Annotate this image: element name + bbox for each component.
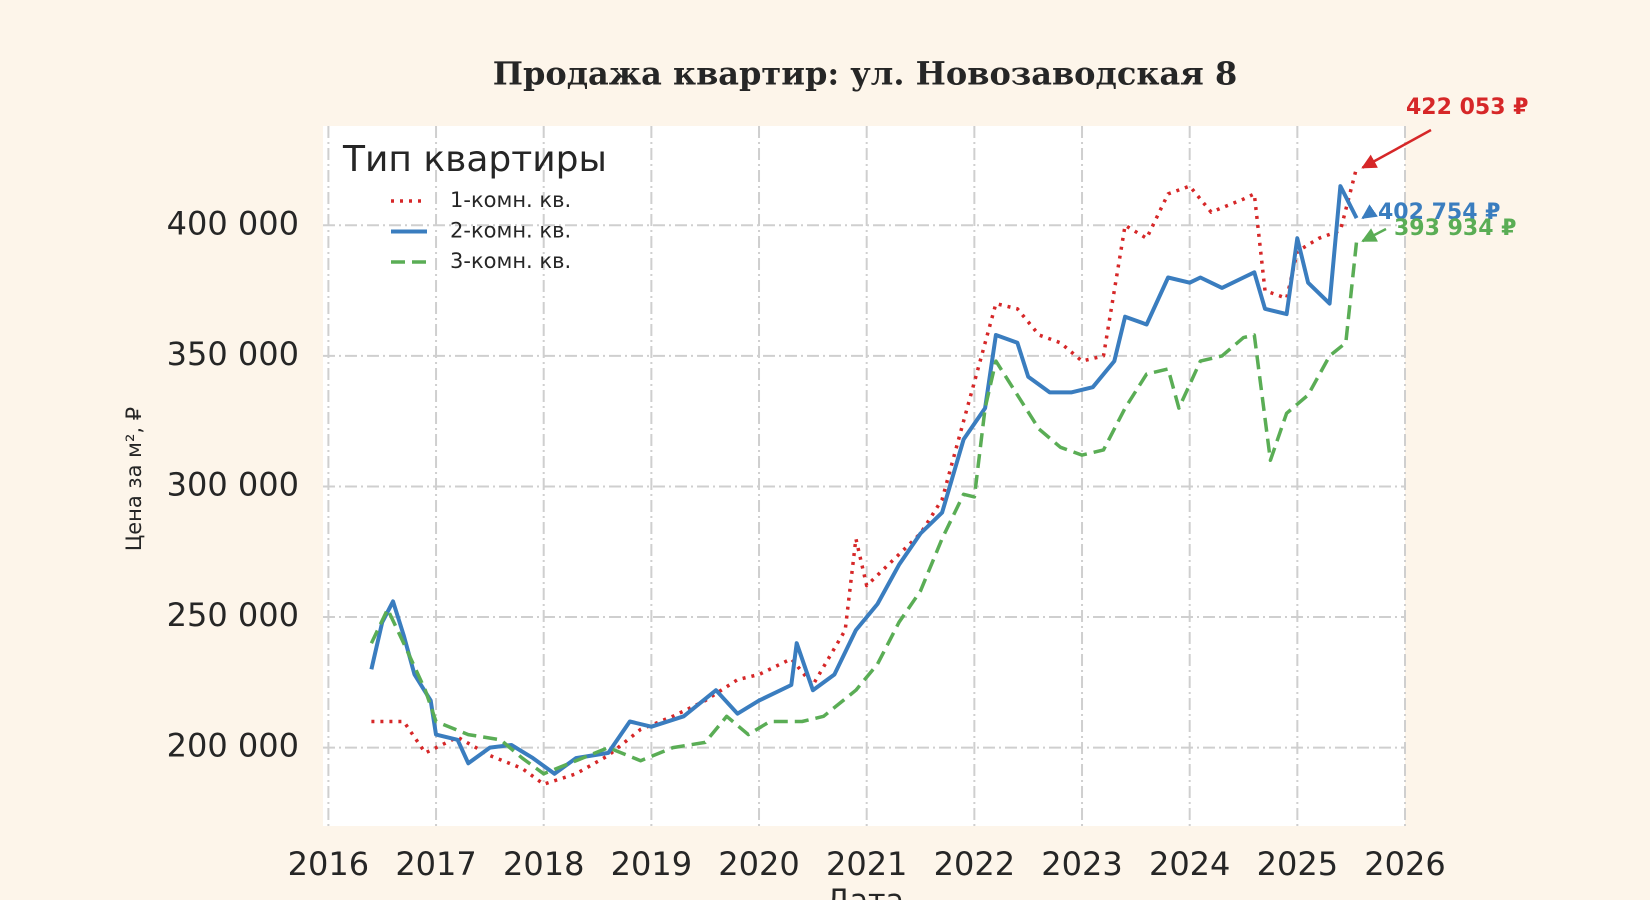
y-axis-label: Цена за м², ₽ — [122, 407, 146, 551]
y-tick-label: 200 000 — [167, 727, 299, 765]
annotation-label: 393 934 ₽ — [1394, 216, 1516, 241]
x-tick-label: 2020 — [718, 845, 799, 883]
annotation-arrow — [1361, 227, 1387, 243]
legend: Тип квартиры 1-комн. кв. 2-комн. кв. 3-ком… — [342, 139, 607, 273]
x-tick-label: 2019 — [611, 845, 692, 883]
legend-label: 1-комн. кв. — [450, 188, 571, 212]
x-tick-label: 2017 — [395, 845, 476, 883]
y-tick-label: 300 000 — [167, 465, 299, 503]
series-line — [371, 167, 1359, 786]
chart-title: Продажа квартир: ул. Новозаводская 8 — [493, 55, 1237, 93]
x-tick-label: 2026 — [1364, 845, 1445, 883]
lines — [369, 167, 1359, 786]
legend-label: 3-комн. кв. — [450, 249, 571, 273]
x-tick-label: 2023 — [1041, 845, 1122, 883]
x-tick-label: 2018 — [503, 845, 584, 883]
x-tick-label: 2021 — [826, 845, 907, 883]
x-tick-label: 2016 — [288, 845, 369, 883]
annotations: 422 053 ₽ 402 754 ₽393 934 ₽ — [1361, 95, 1528, 243]
annotation-arrow — [1361, 204, 1378, 220]
x-tick-label: 2022 — [934, 845, 1015, 883]
x-axis-label: Дата — [826, 884, 904, 900]
legend-title: Тип квартиры — [342, 139, 607, 180]
plot-area — [323, 126, 1405, 826]
y-tick-label: 250 000 — [167, 596, 299, 634]
annotation-label: 422 053 ₽ — [1406, 95, 1528, 120]
y-tick-label: 400 000 — [167, 204, 299, 242]
annotation-label: 402 754 ₽ — [1378, 200, 1500, 225]
x-tick-label: 2024 — [1149, 845, 1230, 883]
grid: 2016 2017 2018 2019 2020 2021 2022 2023 2024 2025… — [167, 126, 1446, 883]
series-line — [369, 184, 1359, 776]
annotation-arrow — [1361, 128, 1432, 169]
series-line — [369, 240, 1359, 776]
x-tick-label: 2025 — [1257, 845, 1338, 883]
y-tick-label: 350 000 — [167, 335, 299, 373]
legend-label: 2-комн. кв. — [450, 219, 571, 243]
